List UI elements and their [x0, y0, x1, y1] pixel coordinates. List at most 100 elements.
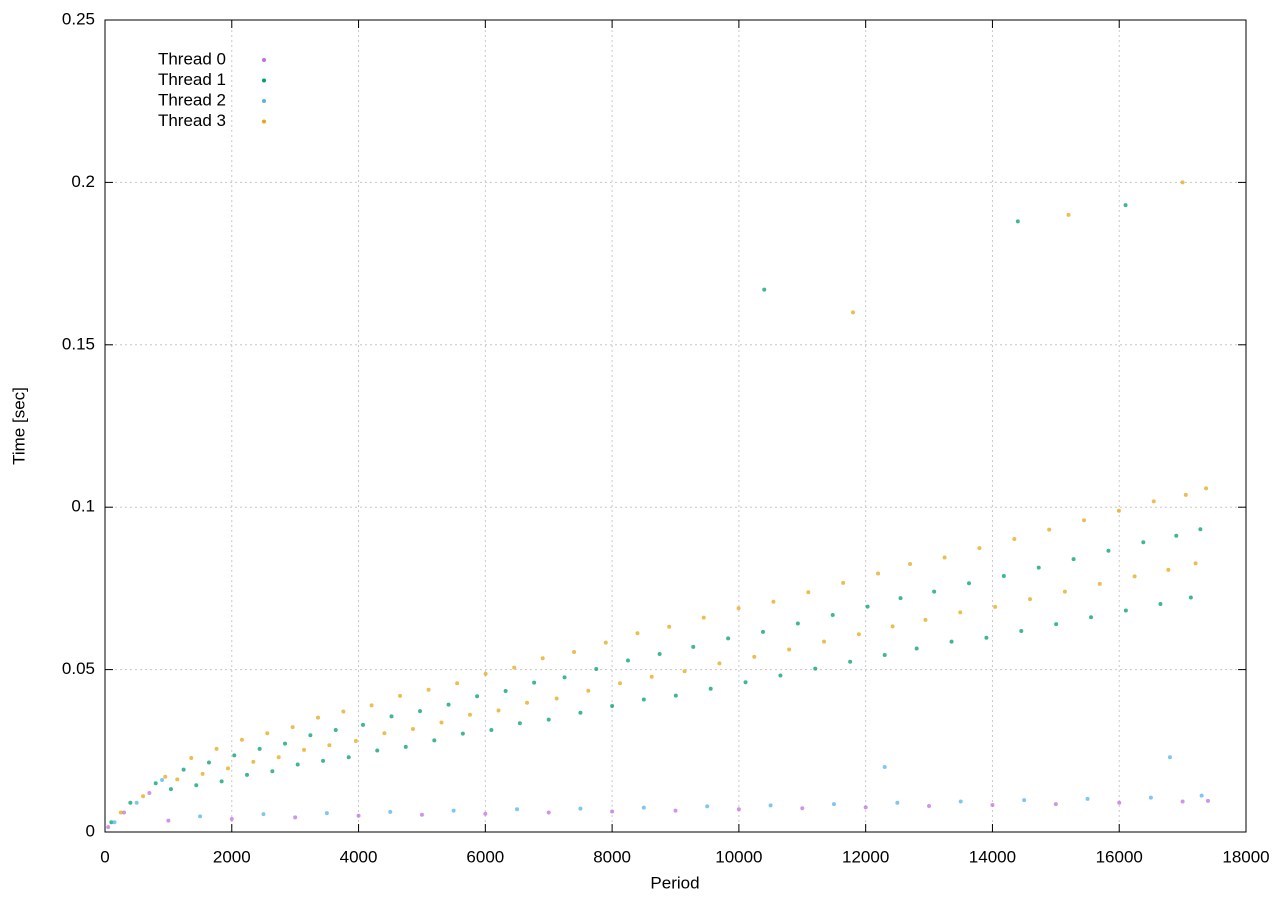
- point: [708, 686, 713, 691]
- y-tick-label: 0.05: [62, 659, 95, 678]
- point: [410, 727, 415, 732]
- point: [914, 646, 919, 651]
- point: [153, 781, 158, 786]
- point: [1116, 508, 1121, 513]
- legend-label: Thread 0: [158, 49, 226, 68]
- point: [726, 636, 731, 641]
- point: [1141, 540, 1146, 545]
- point: [418, 709, 423, 714]
- point: [1028, 597, 1033, 602]
- point: [625, 658, 630, 663]
- point: [578, 710, 583, 715]
- point: [122, 810, 127, 815]
- point: [594, 666, 599, 671]
- point: [109, 820, 114, 825]
- point: [1097, 581, 1102, 586]
- point: [610, 703, 615, 708]
- point: [830, 613, 835, 618]
- point: [1167, 755, 1172, 760]
- point: [346, 755, 351, 760]
- legend-marker: [262, 99, 266, 103]
- point: [189, 755, 194, 760]
- point: [1089, 615, 1094, 620]
- point: [932, 589, 937, 594]
- point: [1166, 567, 1171, 572]
- legend-label: Thread 2: [158, 90, 226, 109]
- point: [532, 680, 537, 685]
- point: [225, 766, 230, 771]
- point: [276, 755, 281, 760]
- point: [546, 810, 551, 815]
- point: [1158, 601, 1163, 606]
- point: [923, 617, 928, 622]
- point: [856, 632, 861, 637]
- point: [308, 733, 313, 738]
- point: [618, 681, 623, 686]
- point: [882, 652, 887, 657]
- point: [908, 562, 913, 567]
- point: [958, 610, 963, 615]
- point: [876, 571, 881, 576]
- point: [112, 820, 117, 825]
- point: [265, 731, 270, 736]
- point: [641, 697, 646, 702]
- point: [134, 800, 139, 805]
- point: [128, 800, 133, 805]
- point: [229, 817, 234, 822]
- series: [118, 180, 1209, 815]
- point: [388, 809, 393, 814]
- point: [850, 310, 855, 315]
- point: [736, 807, 741, 812]
- point: [451, 808, 456, 813]
- point: [389, 714, 394, 719]
- point: [822, 639, 827, 644]
- point: [239, 737, 244, 742]
- point: [1022, 798, 1027, 803]
- point: [341, 709, 346, 714]
- point: [1183, 492, 1188, 497]
- point: [496, 708, 501, 713]
- point: [949, 639, 954, 644]
- point: [168, 787, 173, 792]
- point: [1015, 219, 1020, 224]
- point: [175, 777, 180, 782]
- point: [1053, 802, 1058, 807]
- point: [546, 717, 551, 722]
- point: [863, 805, 868, 810]
- x-tick-label: 12000: [842, 847, 889, 866]
- point: [1012, 537, 1017, 542]
- point: [426, 687, 431, 692]
- point: [977, 546, 982, 551]
- point: [398, 693, 403, 698]
- point: [283, 741, 288, 746]
- point: [865, 604, 870, 609]
- point: [641, 805, 646, 810]
- point: [813, 666, 818, 671]
- point: [768, 803, 773, 808]
- point: [1123, 203, 1128, 208]
- point: [118, 810, 123, 815]
- point: [489, 728, 494, 733]
- point: [244, 772, 249, 777]
- point: [1071, 557, 1076, 562]
- point: [270, 769, 275, 774]
- x-tick-label: 18000: [1222, 847, 1269, 866]
- point: [1117, 800, 1122, 805]
- point: [232, 753, 237, 758]
- x-tick-label: 0: [100, 847, 109, 866]
- point: [554, 696, 559, 701]
- point: [290, 725, 295, 730]
- y-tick-label: 0.25: [62, 9, 95, 28]
- point: [1036, 565, 1041, 570]
- point: [375, 748, 380, 753]
- y-axis-label: Time [sec]: [9, 387, 28, 465]
- point: [219, 779, 224, 784]
- point: [562, 675, 567, 680]
- series: [109, 203, 1203, 825]
- point: [1205, 798, 1210, 803]
- point: [841, 580, 846, 585]
- point: [467, 712, 472, 717]
- point: [261, 812, 266, 817]
- point: [1151, 499, 1156, 504]
